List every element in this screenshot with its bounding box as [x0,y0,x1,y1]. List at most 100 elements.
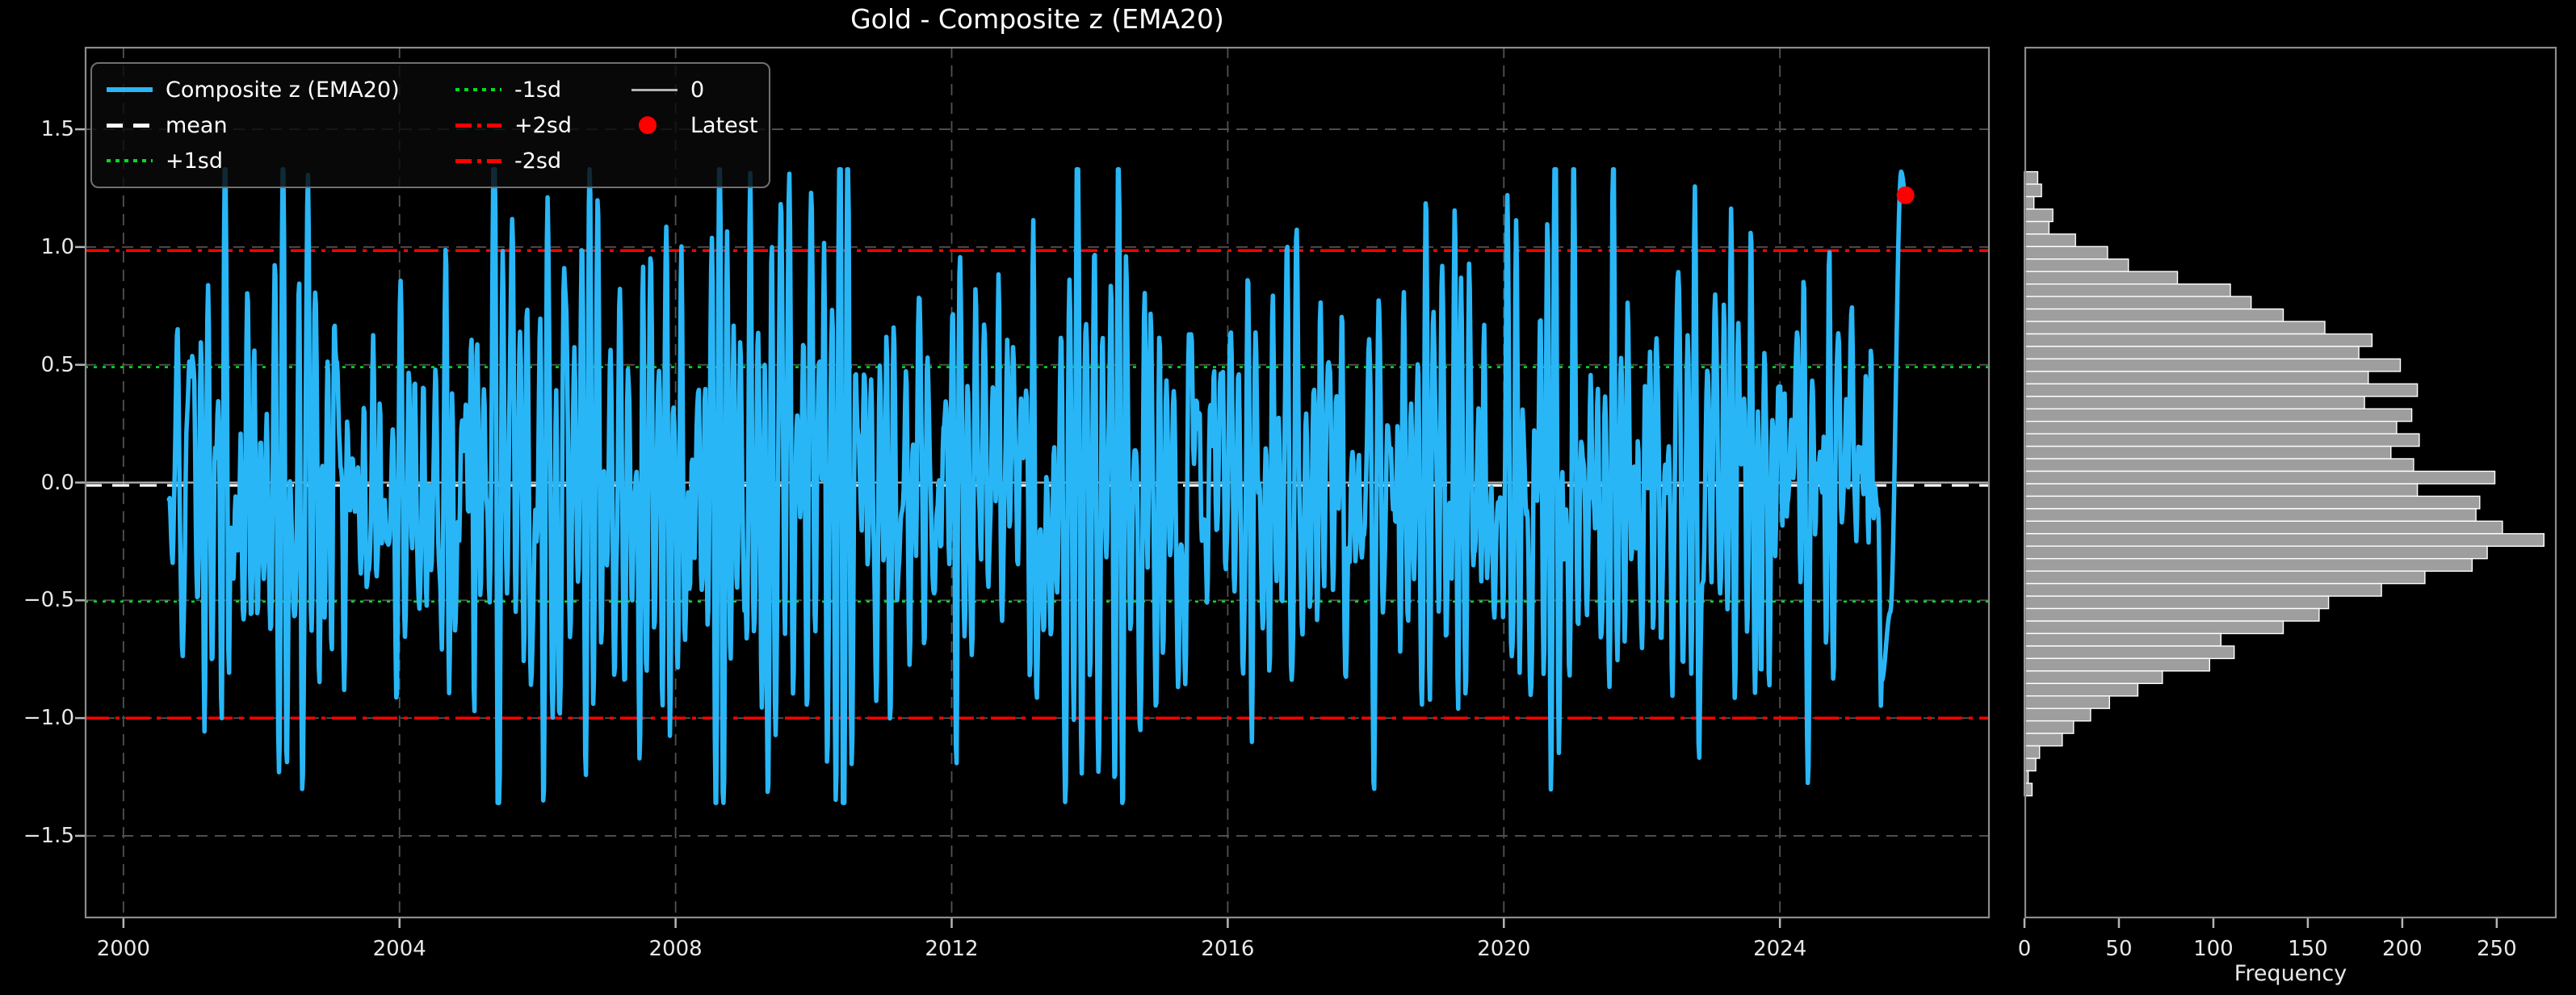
legend-column-2: 0 Latest [631,72,758,178]
hist-bar [2024,620,2284,635]
legend-item-composite-z-ema20: Composite z (EMA20) [107,72,455,107]
x-tick-label-2024: 2024 [1753,937,1807,961]
legend-line-sample-icon [631,88,678,91]
y-tick-label-−1.5: −1.5 [23,823,74,848]
hist-tick-label-0: 0 [2017,937,2032,961]
legend-label: mean [166,112,228,138]
y-tick-label-−1.0: −1.0 [23,706,74,731]
legend-item-0: 0 [631,72,754,107]
hist-tick-label-250: 250 [2477,937,2517,961]
legend-label: +1sd [166,148,224,174]
legend-line-sample-icon [107,159,153,162]
legend-line-sample-icon [107,123,153,128]
x-tick-label-2012: 2012 [925,937,979,961]
hist-bar [2024,720,2075,734]
latest-dot-icon [631,116,678,134]
hist-bar [2024,707,2091,722]
hist-bar [2024,582,2382,597]
hist-bar [2024,508,2477,523]
hist-tick-label-200: 200 [2382,937,2423,961]
hist-bar [2024,396,2365,409]
x-tick-label-2020: 2020 [1477,937,1531,961]
hist-bar [2024,682,2139,697]
y-tick-label-0.0: 0.0 [40,470,74,495]
legend-line-sample-icon [455,158,501,163]
legend-label: 0 [690,77,705,103]
hist-bar [2024,695,2111,709]
legend-item-1sd: -1sd [455,72,631,107]
legend-label: Composite z (EMA20) [166,77,400,103]
hist-tick-label-150: 150 [2288,937,2328,961]
histogram-plot [2023,46,2557,928]
legend-item-2sd: +2sd [455,107,631,143]
hist-bar [2024,520,2503,535]
chart-title: Gold - Composite z (EMA20) [850,3,1224,35]
legend-label: -2sd [514,148,562,174]
hist-tick-label-100: 100 [2193,937,2234,961]
hist-bar [2024,383,2419,397]
hist-bar [2024,470,2496,485]
hist-bar [2024,371,2369,385]
y-tick-label-1.0: 1.0 [40,234,74,259]
hist-bar [2024,670,2163,684]
hist-bar [2024,333,2373,347]
hist-bar [2024,170,2039,185]
legend-item-latest: Latest [631,107,758,143]
legend-item-1sd: +1sd [107,143,455,178]
hist-bar [2024,183,2042,198]
legend-item-mean: mean [107,107,455,143]
hist-bar [2024,533,2545,547]
legend-line-sample-icon [107,87,153,92]
x-tick-label-2008: 2008 [648,937,703,961]
hist-bar [2024,595,2330,610]
legend-item-2sd: -2sd [455,143,631,178]
hist-bar [2024,745,2041,759]
hist-plot-border [2024,46,2557,919]
hist-xaxis-title: Frequency [2234,961,2347,986]
legend-label: +2sd [514,112,573,138]
hist-bar [2024,495,2481,510]
x-tick-label-2016: 2016 [1201,937,1255,961]
latest-point-marker [1896,186,1915,204]
main-plot [75,46,1991,928]
hist-bar [2024,321,2326,335]
hist-bar [2024,308,2284,322]
hist-bar [2024,645,2235,660]
y-tick-label-−0.5: −0.5 [23,588,74,613]
hist-bar [2024,220,2050,235]
hist-bar [2024,408,2413,422]
hist-bar [2024,421,2398,435]
legend: Composite z (EMA20) mean +1sd -1sd +2sd -2sd 0… [90,62,770,188]
legend-column-1: -1sd +2sd -2sd [455,72,631,178]
legend-label: Latest [690,112,758,138]
x-tick-label-2000: 2000 [96,937,150,961]
hist-bar [2024,271,2179,285]
hist-bar [2024,570,2426,585]
hist-bar [2024,483,2419,498]
hist-bar [2024,545,2488,560]
legend-column-0: Composite z (EMA20) mean +1sd [107,72,455,178]
hist-bar [2024,233,2076,248]
legend-label: -1sd [514,77,562,103]
hist-bar [2024,657,2211,672]
composite-z-line [166,166,1908,805]
x-tick-label-2004: 2004 [372,937,426,961]
main-plot-border [84,46,1991,919]
hist-bar [2024,208,2054,223]
hist-bar [2024,258,2129,272]
hist-bar [2024,346,2360,360]
hist-bar [2024,433,2420,447]
hist-bar [2024,607,2320,622]
hist-bar [2024,283,2231,297]
hist-tick-label-50: 50 [2105,937,2133,961]
y-tick-label-0.5: 0.5 [40,352,74,377]
hist-bar [2024,733,2063,747]
hist-bar [2024,246,2108,260]
y-tick-label-1.5: 1.5 [40,117,74,142]
hist-bar [2024,758,2037,772]
hist-bar [2024,358,2402,372]
hist-bar [2024,632,2222,647]
hist-bar [2024,458,2414,472]
hist-bar [2024,445,2392,460]
